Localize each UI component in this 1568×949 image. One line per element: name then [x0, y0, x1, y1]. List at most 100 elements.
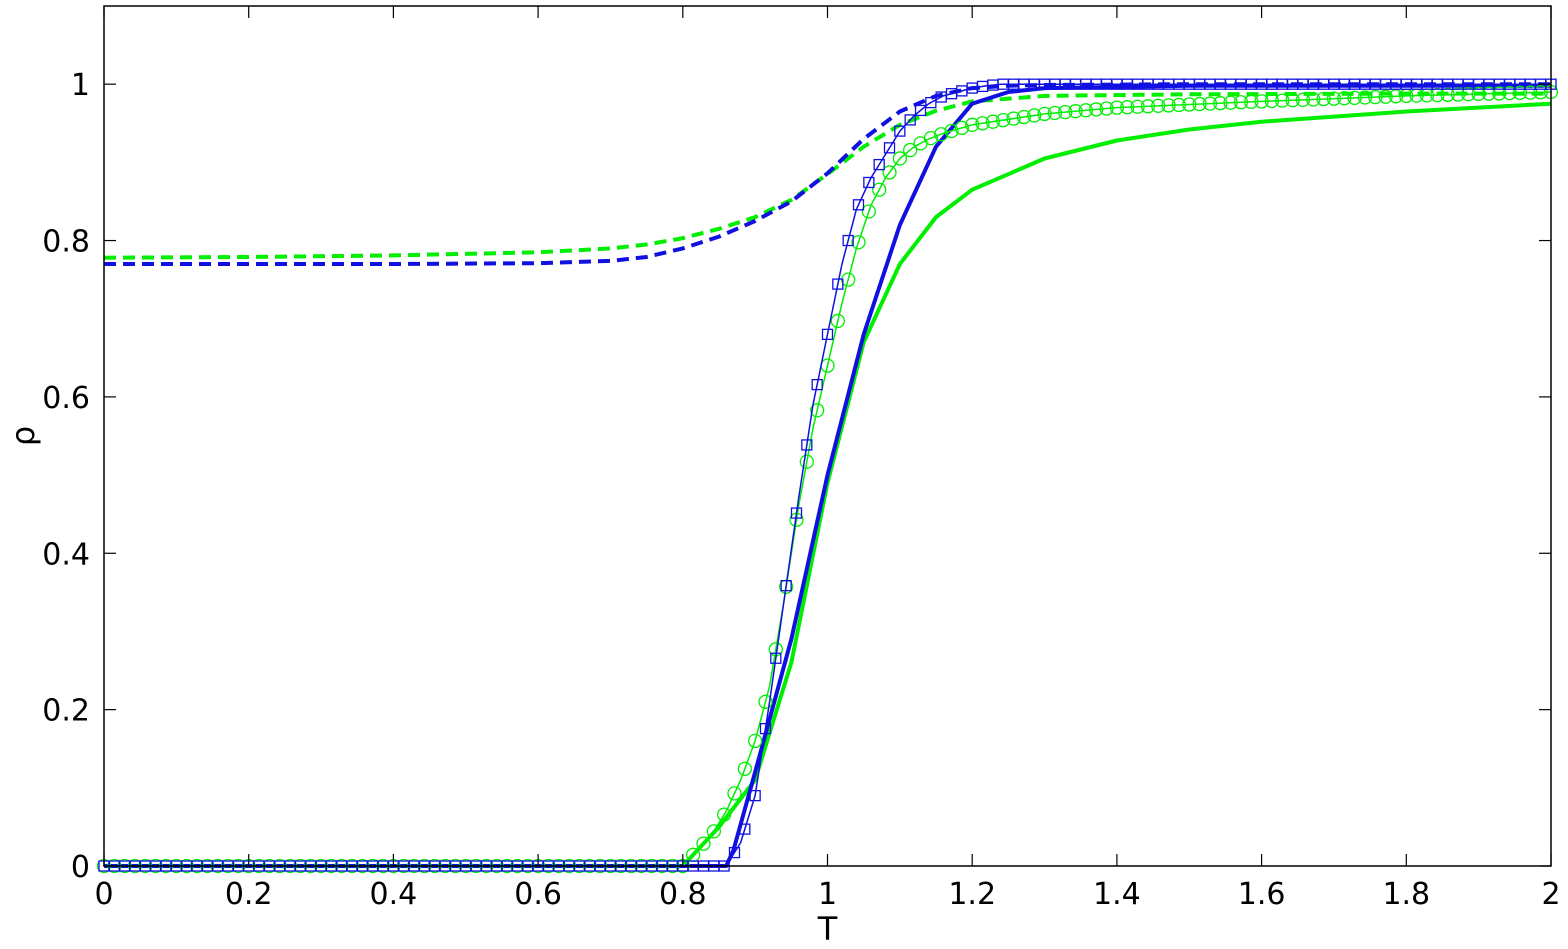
- data-point-circle: [1068, 104, 1083, 119]
- data-point-circle: [1471, 86, 1486, 102]
- ticks-layer: 0 0.2 0.4 0.6 0.8 1 1.2 1.4 1.6 1.8 2 0 0.2 0.4 0.6 0.8…: [42, 6, 1561, 912]
- data-point-circle: [1089, 102, 1104, 117]
- data-point-circle: [1533, 85, 1548, 100]
- data-point-circle: [954, 120, 970, 136]
- data-point-square: [863, 176, 875, 189]
- data-point-circle: [1264, 93, 1280, 109]
- data-point-circle: [1058, 104, 1073, 120]
- data-point-square: [728, 846, 741, 859]
- x-tick-label: 1.2: [948, 877, 996, 912]
- data-point-circle: [882, 165, 897, 180]
- data-point-circle: [1006, 111, 1021, 126]
- data-point-circle: [934, 127, 949, 142]
- data-point-circle: [1316, 91, 1331, 107]
- data-point-circle: [1182, 97, 1197, 112]
- data-point-square: [739, 823, 751, 835]
- x-tick-label: 2: [1541, 877, 1560, 912]
- y-tick-label: 0.2: [42, 694, 90, 729]
- x-tick-label: 1.6: [1238, 877, 1286, 912]
- y-tick-label: 0.6: [42, 381, 90, 416]
- data-point-circle: [1109, 100, 1125, 115]
- data-point-square: [894, 125, 906, 137]
- data-point-circle: [1378, 89, 1393, 104]
- data-point-circle: [1233, 95, 1249, 110]
- data-point-circle: [1357, 90, 1373, 105]
- data-point-square: [883, 142, 896, 154]
- data-point-circle: [748, 733, 763, 749]
- data-point-circle: [1213, 96, 1228, 111]
- data-point-circle: [799, 454, 814, 469]
- y-tick-label: 0.8: [42, 225, 90, 260]
- data-point-circle: [696, 836, 711, 851]
- data-point-circle: [706, 824, 721, 839]
- data-point-circle: [1523, 85, 1538, 100]
- data-point-circle: [727, 786, 742, 801]
- data-point-square: [759, 722, 772, 735]
- plot-frame: [103, 5, 1552, 867]
- data-point-square: [801, 439, 813, 451]
- data-point-circle: [851, 235, 866, 250]
- data-point-circle: [1450, 87, 1466, 102]
- data-point-circle: [1140, 99, 1156, 114]
- data-point-circle: [1016, 109, 1032, 125]
- x-tick-label: 1: [818, 877, 837, 912]
- data-point-circle: [1502, 85, 1517, 101]
- data-point-square: [832, 278, 844, 290]
- y-tick-label: 0: [71, 850, 90, 885]
- data-point-circle: [892, 151, 907, 166]
- data-point-circle: [830, 313, 845, 329]
- data-point-circle: [872, 182, 887, 197]
- data-point-square: [780, 580, 792, 592]
- series-line-1: [104, 82, 1551, 266]
- data-point-square: [749, 789, 761, 802]
- data-point-circle: [1027, 108, 1042, 123]
- data-point-circle: [1120, 100, 1135, 115]
- data-point-circle: [1171, 97, 1187, 113]
- data-point-circle: [1306, 92, 1321, 107]
- data-point-circle: [1047, 105, 1063, 121]
- x-tick-label: 0: [94, 877, 113, 912]
- x-tick-label: 0.4: [370, 877, 418, 912]
- data-point-square: [790, 507, 803, 519]
- data-point-circle: [1285, 93, 1300, 108]
- y-tick-label: 1: [71, 68, 90, 103]
- data-point-circle: [1037, 106, 1052, 122]
- data-point-circle: [1078, 103, 1094, 118]
- series-line-5: [104, 91, 1552, 867]
- data-point-square: [821, 328, 834, 341]
- data-point-circle: [1275, 93, 1290, 108]
- data-point-circle: [1223, 95, 1238, 110]
- data-point-circle: [1192, 96, 1207, 112]
- data-point-circle: [1161, 98, 1176, 113]
- data-point-circle: [923, 130, 939, 146]
- data-point-circle: [1202, 96, 1218, 111]
- data-point-square: [842, 234, 854, 247]
- data-point-square: [811, 378, 823, 391]
- data-point-circle: [965, 117, 980, 132]
- data-point-square: [904, 114, 916, 126]
- data-point-circle: [1254, 94, 1269, 109]
- data-point-circle: [1295, 92, 1311, 107]
- data-point-circle: [1326, 91, 1342, 106]
- data-point-square: [770, 652, 782, 664]
- x-tick-label: 0.8: [659, 877, 707, 912]
- data-point-circle: [1368, 89, 1383, 105]
- x-tick-label: 0.6: [514, 877, 562, 912]
- data-point-square: [852, 199, 865, 211]
- data-point-circle: [903, 142, 918, 158]
- data-point-circle: [758, 694, 773, 709]
- x-axis-label: T: [817, 910, 838, 948]
- x-tick-label: 1.4: [1093, 877, 1141, 912]
- data-point-circle: [996, 112, 1011, 128]
- data-point-circle: [1512, 85, 1528, 100]
- data-point-circle: [1130, 99, 1145, 114]
- data-point-circle: [1347, 90, 1362, 106]
- series-layer: [96, 78, 1559, 874]
- data-point-circle: [861, 204, 876, 219]
- series-line-2: [104, 83, 1551, 868]
- data-point-circle: [944, 123, 959, 139]
- data-point-square: [914, 104, 927, 117]
- data-point-circle: [716, 807, 732, 822]
- series-line-3: [104, 101, 1552, 868]
- x-tick-label: 1.8: [1382, 877, 1430, 912]
